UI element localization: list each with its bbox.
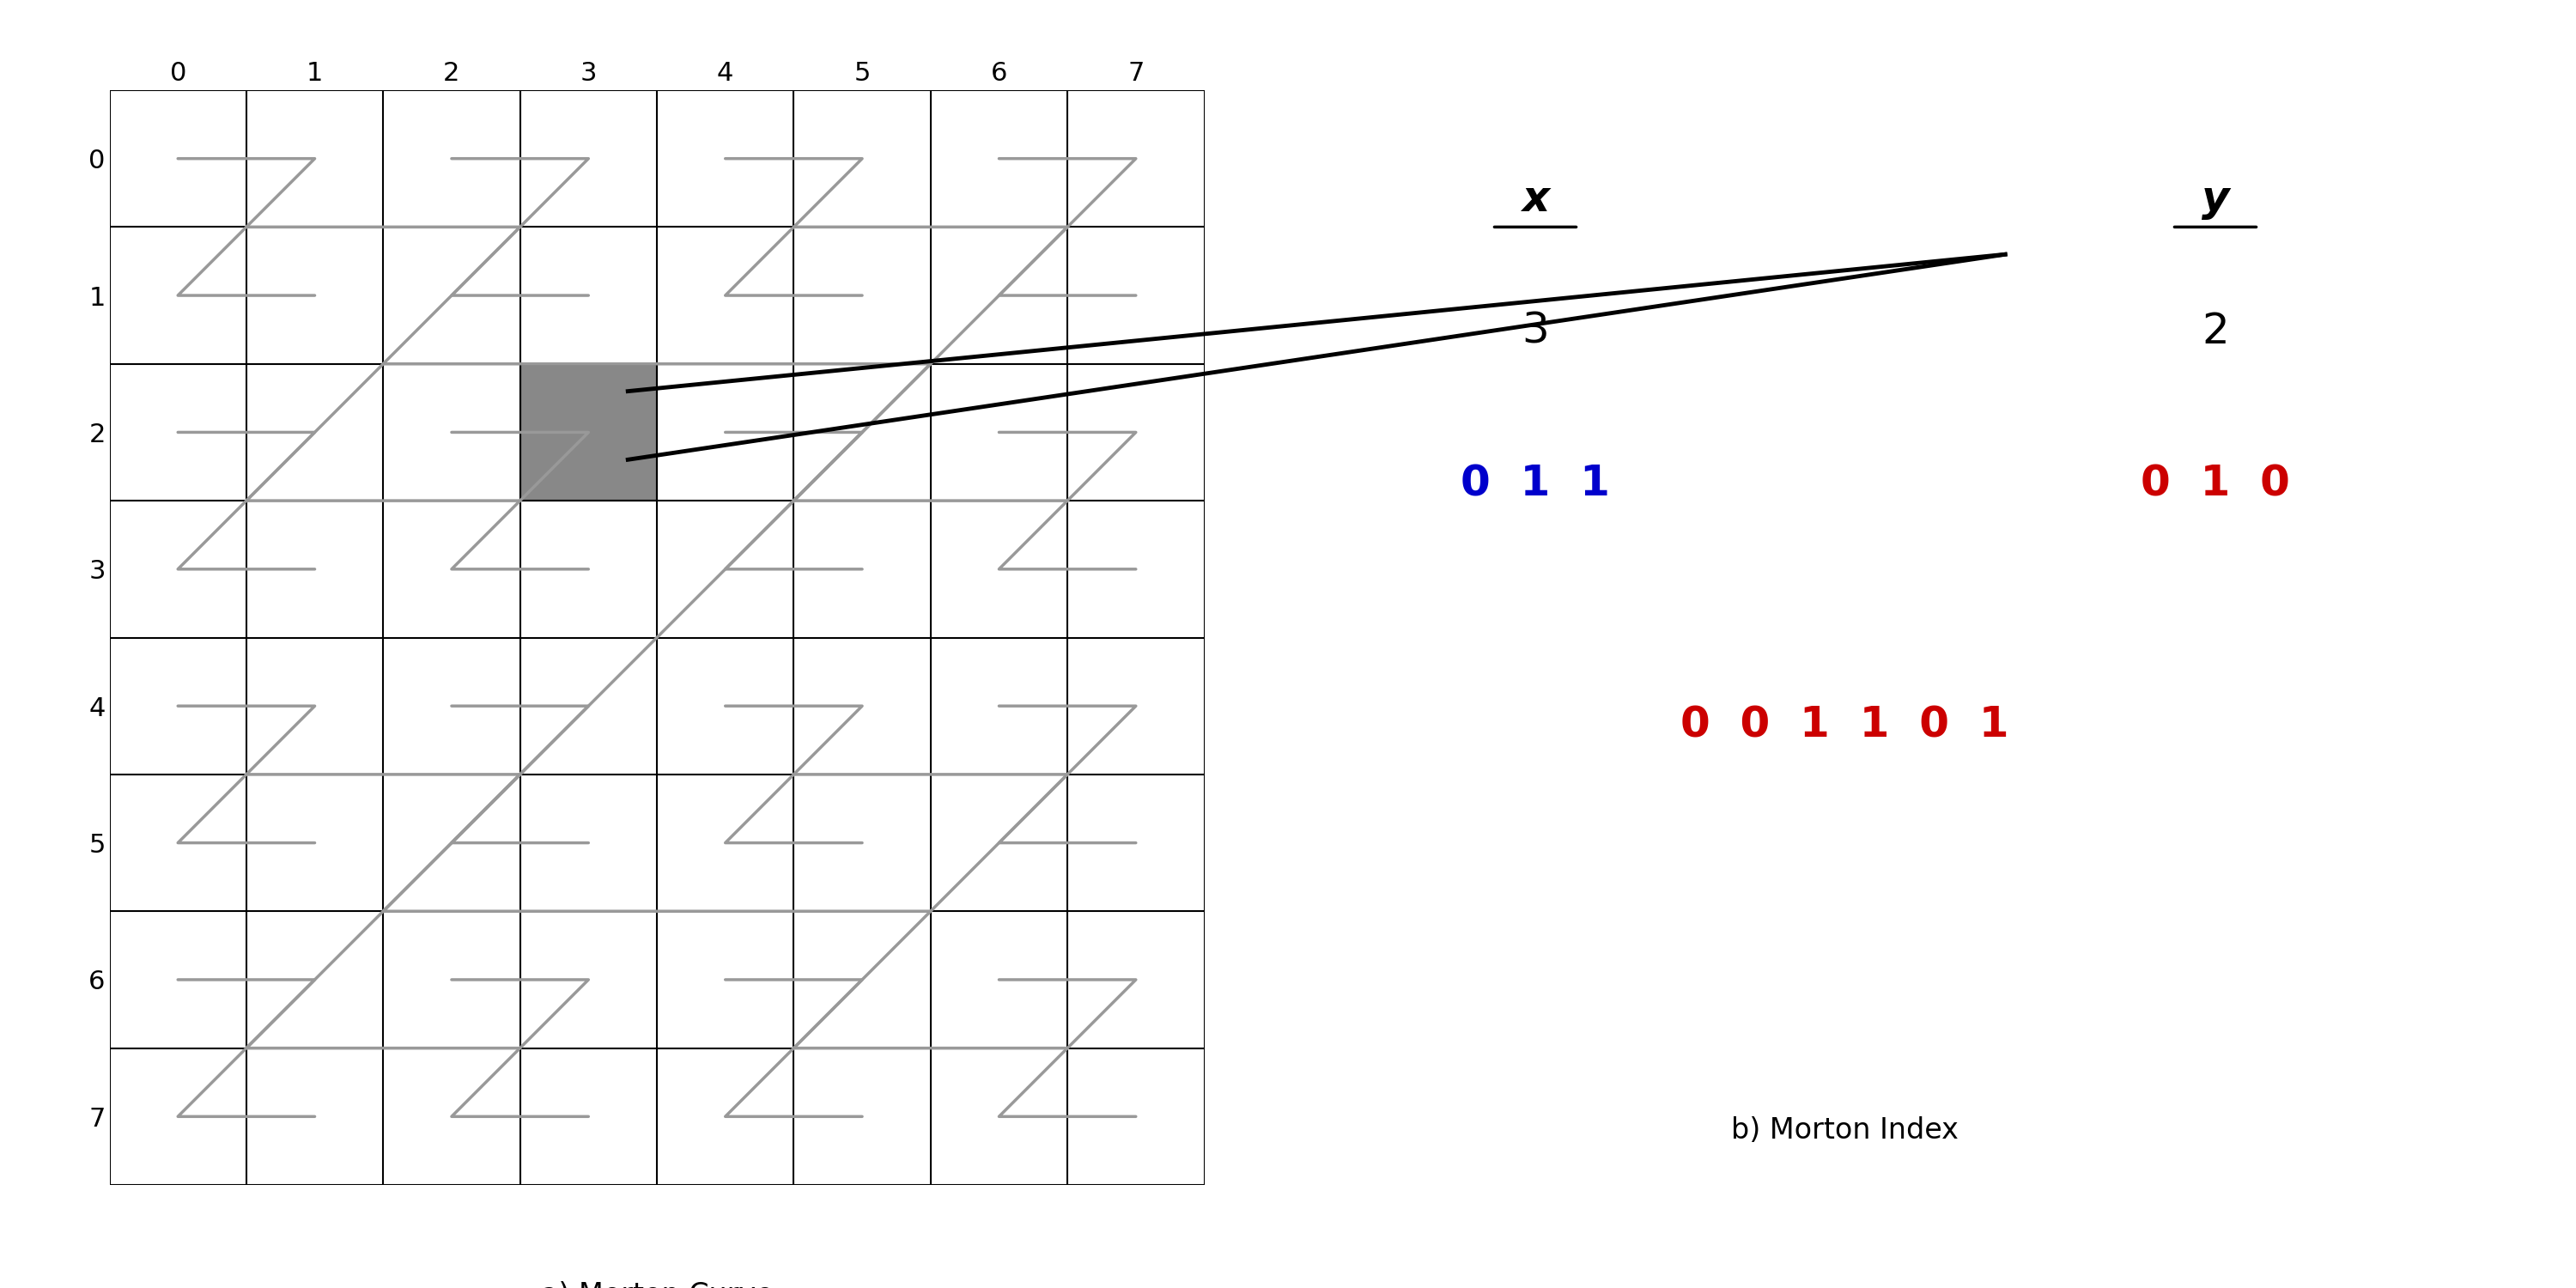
Bar xyxy=(520,363,657,501)
Text: 0  1  0: 0 1 0 xyxy=(2141,464,2290,505)
Text: 0  1  1: 0 1 1 xyxy=(1461,464,1610,505)
Text: b) Morton Index: b) Morton Index xyxy=(1731,1115,1958,1144)
Text: x: x xyxy=(1522,179,1548,220)
Text: 2: 2 xyxy=(2202,310,2228,352)
Text: a) Morton Curve: a) Morton Curve xyxy=(541,1280,773,1288)
Text: 3: 3 xyxy=(1522,310,1548,352)
Text: 0  0  1  1  0  1: 0 0 1 1 0 1 xyxy=(1680,705,2009,746)
Text: y: y xyxy=(2202,179,2228,220)
